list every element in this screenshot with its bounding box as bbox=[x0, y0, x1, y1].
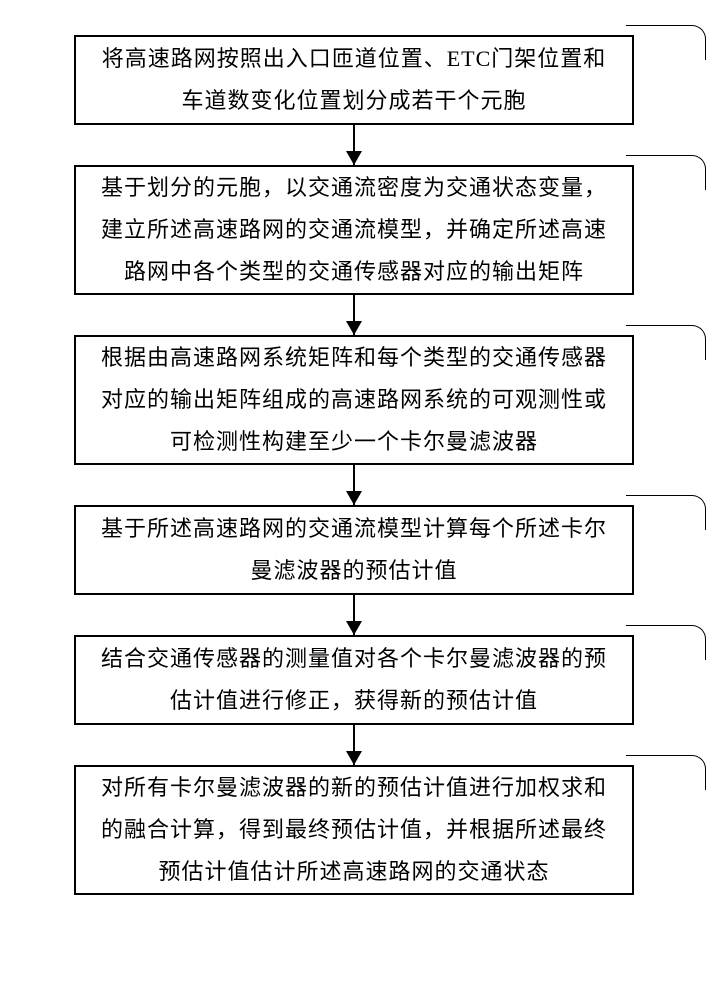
text-s102: 基于划分的元胞，以交通流密度为交通状态变量，建立所述高速路网的交通流模型，并确定… bbox=[96, 167, 612, 292]
box-s101: 将高速路网按照出入口匝道位置、ETC门架位置和车道数变化位置划分成若干个元胞 bbox=[74, 35, 634, 125]
text-s106: 对所有卡尔曼滤波器的新的预估计值进行加权求和的融合计算，得到最终预估计值，并根据… bbox=[96, 767, 612, 892]
box-s106: 对所有卡尔曼滤波器的新的预估计值进行加权求和的融合计算，得到最终预估计值，并根据… bbox=[74, 765, 634, 895]
box-s104: 基于所述高速路网的交通流模型计算每个所述卡尔曼滤波器的预估计值 bbox=[74, 505, 634, 595]
step-s101: S101 将高速路网按照出入口匝道位置、ETC门架位置和车道数变化位置划分成若干… bbox=[74, 35, 634, 125]
connector-s102 bbox=[626, 155, 706, 190]
arrow-5 bbox=[0, 725, 708, 765]
arrow-2 bbox=[0, 295, 708, 335]
step-s106: S106 对所有卡尔曼滤波器的新的预估计值进行加权求和的融合计算，得到最终预估计… bbox=[74, 765, 634, 895]
connector-s105 bbox=[626, 625, 706, 660]
arrow-3 bbox=[0, 465, 708, 505]
connector-s106 bbox=[626, 755, 706, 790]
connector-s101 bbox=[626, 25, 706, 60]
step-s104: S104 基于所述高速路网的交通流模型计算每个所述卡尔曼滤波器的预估计值 bbox=[74, 505, 634, 595]
connector-s104 bbox=[626, 495, 706, 530]
text-s105: 结合交通传感器的测量值对各个卡尔曼滤波器的预估计值进行修正，获得新的预估计值 bbox=[96, 638, 612, 722]
arrow-1 bbox=[0, 125, 708, 165]
text-s103: 根据由高速路网系统矩阵和每个类型的交通传感器对应的输出矩阵组成的高速路网系统的可… bbox=[96, 337, 612, 462]
text-s104: 基于所述高速路网的交通流模型计算每个所述卡尔曼滤波器的预估计值 bbox=[96, 508, 612, 592]
text-s101: 将高速路网按照出入口匝道位置、ETC门架位置和车道数变化位置划分成若干个元胞 bbox=[96, 38, 612, 122]
box-s102: 基于划分的元胞，以交通流密度为交通状态变量，建立所述高速路网的交通流模型，并确定… bbox=[74, 165, 634, 295]
box-s103: 根据由高速路网系统矩阵和每个类型的交通传感器对应的输出矩阵组成的高速路网系统的可… bbox=[74, 335, 634, 465]
connector-s103 bbox=[626, 325, 706, 360]
box-s105: 结合交通传感器的测量值对各个卡尔曼滤波器的预估计值进行修正，获得新的预估计值 bbox=[74, 635, 634, 725]
step-s105: S105 结合交通传感器的测量值对各个卡尔曼滤波器的预估计值进行修正，获得新的预… bbox=[74, 635, 634, 725]
step-s103: S103 根据由高速路网系统矩阵和每个类型的交通传感器对应的输出矩阵组成的高速路… bbox=[74, 335, 634, 465]
step-s102: S102 基于划分的元胞，以交通流密度为交通状态变量，建立所述高速路网的交通流模… bbox=[74, 165, 634, 295]
arrow-4 bbox=[0, 595, 708, 635]
flowchart-container: S101 将高速路网按照出入口匝道位置、ETC门架位置和车道数变化位置划分成若干… bbox=[0, 0, 708, 1000]
